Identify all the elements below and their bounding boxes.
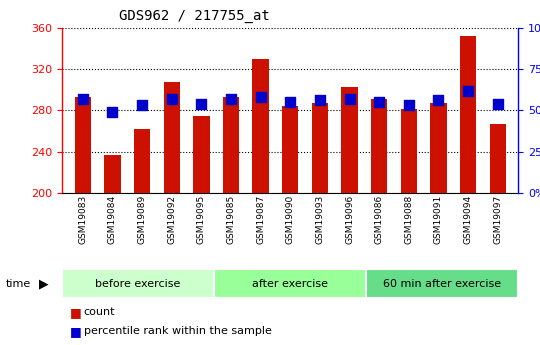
Bar: [312, 103, 328, 193]
Bar: [341, 87, 357, 193]
Point: [345, 96, 354, 101]
Bar: [282, 106, 299, 193]
Point: [108, 109, 117, 115]
Text: before exercise: before exercise: [96, 279, 181, 289]
Text: 60 min after exercise: 60 min after exercise: [383, 279, 502, 289]
Bar: [214, 269, 366, 298]
Bar: [401, 109, 417, 193]
Bar: [75, 97, 91, 193]
Text: count: count: [84, 307, 115, 317]
Point: [464, 88, 472, 93]
Bar: [193, 116, 210, 193]
Bar: [490, 124, 506, 193]
Point: [434, 98, 443, 103]
Bar: [460, 36, 476, 193]
Point: [375, 99, 383, 105]
Bar: [430, 103, 447, 193]
Point: [138, 103, 146, 108]
Bar: [223, 97, 239, 193]
Point: [286, 99, 295, 105]
Bar: [62, 269, 214, 298]
Point: [404, 103, 413, 108]
Point: [256, 95, 265, 100]
Point: [78, 96, 87, 101]
Text: after exercise: after exercise: [252, 279, 328, 289]
Text: ■: ■: [70, 325, 82, 338]
Bar: [164, 82, 180, 193]
Bar: [371, 99, 387, 193]
Point: [494, 101, 502, 107]
Bar: [253, 59, 269, 193]
Point: [167, 96, 176, 101]
Text: percentile rank within the sample: percentile rank within the sample: [84, 326, 272, 336]
Text: ▶: ▶: [39, 277, 49, 290]
Text: GDS962 / 217755_at: GDS962 / 217755_at: [119, 9, 269, 23]
Point: [315, 98, 324, 103]
Bar: [104, 155, 120, 193]
Point: [227, 96, 235, 101]
Point: [197, 101, 206, 107]
Bar: [366, 269, 518, 298]
Text: ■: ■: [70, 306, 82, 319]
Text: time: time: [5, 279, 31, 289]
Bar: [134, 129, 150, 193]
